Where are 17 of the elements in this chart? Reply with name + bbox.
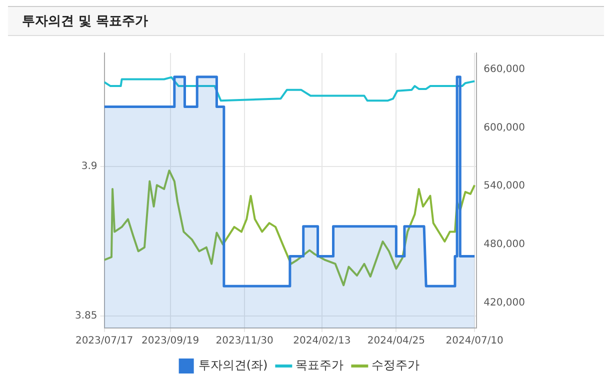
y2-tick-label: 480,000 xyxy=(484,239,526,250)
x-tick-label: 2024/04/25 xyxy=(367,336,426,347)
x-tick-label: 2024/02/13 xyxy=(293,336,351,347)
y2-tick-label: 600,000 xyxy=(484,122,526,134)
x-tick-label: 2023/09/19 xyxy=(141,336,200,347)
y-tick-label: 3.9 xyxy=(81,161,98,172)
y2-tick-label: 420,000 xyxy=(484,297,526,308)
chart-title: 투자의견 및 목표주가 xyxy=(8,6,604,36)
legend-label: 목표주가 xyxy=(296,358,344,372)
legend-label: 투자의견(좌) xyxy=(198,358,268,372)
y-tick-label: 3.85 xyxy=(75,310,98,322)
x-tick-label: 2023/11/30 xyxy=(216,336,274,347)
legend-label: 수정주가 xyxy=(372,358,420,372)
y2-tick-label: 660,000 xyxy=(484,64,526,76)
y2-tick-label: 540,000 xyxy=(484,180,526,192)
x-tick-label: 2023/07/17 xyxy=(75,336,134,347)
x-tick-label: 2024/07/10 xyxy=(446,336,504,347)
